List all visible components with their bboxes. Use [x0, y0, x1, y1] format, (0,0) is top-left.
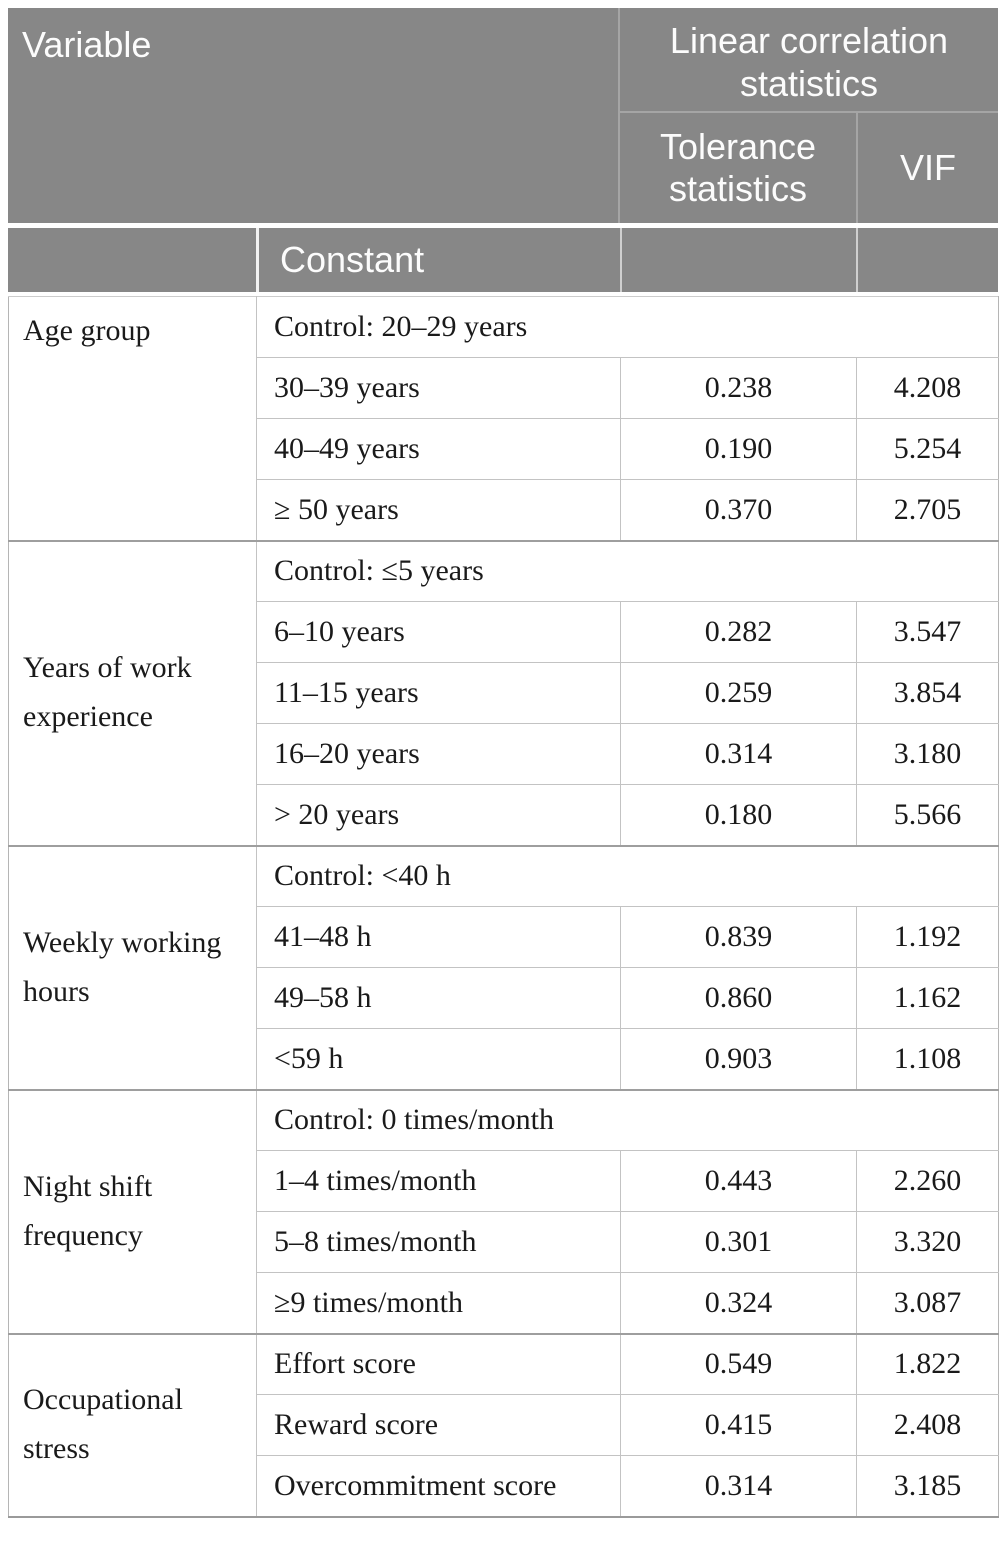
constant-label: Constant [256, 228, 620, 292]
section-label: Night shift frequency [8, 1088, 257, 1334]
tolerance-value: 0.282 [620, 601, 857, 663]
constant-tolerance-empty [620, 228, 856, 292]
vif-value: 1.108 [855, 1028, 999, 1090]
row-label: > 20 years [256, 784, 621, 846]
row-label: <59 h [256, 1028, 621, 1090]
table-row: <59 h 0.903 1.108 [9, 1028, 999, 1090]
table-row: 5–8 times/month 0.301 3.320 [9, 1211, 999, 1273]
tolerance-value: 0.324 [620, 1272, 857, 1334]
table-row: Reward score 0.415 2.408 [9, 1394, 999, 1456]
tolerance-value: 0.301 [620, 1211, 857, 1273]
vif-value: 1.192 [855, 906, 999, 968]
vif-value: 3.185 [855, 1455, 999, 1517]
table-row: 16–20 years 0.314 3.180 [9, 723, 999, 785]
table-row: ≥ 50 years 0.370 2.705 [9, 479, 999, 541]
tolerance-value: 0.860 [620, 967, 857, 1029]
vif-value: 4.208 [855, 357, 999, 419]
tolerance-value: 0.314 [620, 1455, 857, 1517]
row-label: 6–10 years [256, 601, 621, 663]
vif-value: 5.566 [855, 784, 999, 846]
table-row: 41–48 h 0.839 1.192 [9, 906, 999, 968]
table-row: Age group Control: 20–29 years [8, 296, 999, 541]
constant-row-spacer [8, 228, 256, 292]
vif-value: 3.087 [855, 1272, 999, 1334]
constant-row: Constant [8, 228, 998, 292]
section-label: Weekly working hours [8, 844, 257, 1090]
row-label: ≥ 50 years [256, 479, 621, 541]
table-row: 11–15 years 0.259 3.854 [9, 662, 999, 724]
row-label: ≥9 times/month [256, 1272, 621, 1334]
tolerance-value: 0.259 [620, 662, 857, 724]
vif-value: 3.547 [855, 601, 999, 663]
header-variable: Variable [8, 8, 620, 223]
control-label: Control: <40 h [256, 844, 999, 907]
constant-vif-empty [856, 228, 998, 292]
tolerance-value: 0.180 [620, 784, 857, 846]
table-row: ≥9 times/month 0.324 3.087 [9, 1272, 999, 1334]
table-row: 1–4 times/month 0.443 2.260 [9, 1150, 999, 1212]
table-row: 49–58 h 0.860 1.162 [9, 967, 999, 1029]
header-linear-correlation-statistics: Linear correlation statistics [620, 8, 998, 113]
section-label: Occupational stress [8, 1332, 257, 1517]
tolerance-value: 0.314 [620, 723, 857, 785]
row-label: 41–48 h [256, 906, 621, 968]
row-label: Overcommitment score [256, 1455, 621, 1517]
table-row: Weekly working hours Control: <40 h [8, 844, 999, 1090]
tolerance-value: 0.190 [620, 418, 857, 480]
table-row: Occupational stress Effort score 0.549 1.82… [8, 1332, 999, 1517]
tolerance-value: 0.549 [620, 1332, 857, 1395]
control-label: Control: 0 times/month [256, 1088, 999, 1151]
table-row: 6–10 years 0.282 3.547 [9, 601, 999, 663]
row-label: Reward score [256, 1394, 621, 1456]
row-label: 16–20 years [256, 723, 621, 785]
row-label: 11–15 years [256, 662, 621, 724]
tolerance-value: 0.903 [620, 1028, 857, 1090]
vif-value: 1.822 [855, 1332, 999, 1395]
data-table: Age group Control: 20–29 years 30–39 years… [8, 296, 1000, 1518]
statistics-table: Variable Linear correlation statistics T… [8, 8, 1000, 1518]
header-vif: VIF [856, 113, 998, 223]
section-label: Age group [8, 296, 257, 541]
table-row: Years of work experience Control: ≤5 year… [8, 539, 999, 846]
table-row: Overcommitment score 0.314 3.185 [9, 1455, 999, 1517]
table-header: Variable Linear correlation statistics T… [8, 8, 998, 223]
vif-value: 2.705 [855, 479, 999, 541]
header-tolerance-statistics: Tolerance statistics [659, 125, 817, 209]
vif-value: 3.320 [855, 1211, 999, 1273]
table-row: 30–39 years 0.238 4.208 [9, 357, 999, 419]
vif-value: 3.854 [855, 662, 999, 724]
tolerance-value: 0.839 [620, 906, 857, 968]
vif-value: 2.260 [855, 1150, 999, 1212]
row-label: 40–49 years [256, 418, 621, 480]
tolerance-value: 0.370 [620, 479, 857, 541]
control-label: Control: 20–29 years [274, 310, 528, 343]
row-label: 1–4 times/month [256, 1150, 621, 1212]
table-row: Night shift frequency Control: 0 times/mo… [8, 1088, 999, 1334]
tolerance-value: 0.443 [620, 1150, 857, 1212]
control-label: Control: ≤5 years [256, 539, 999, 602]
vif-value: 3.180 [855, 723, 999, 785]
tolerance-value: 0.415 [620, 1394, 857, 1456]
section-label: Years of work experience [8, 539, 257, 846]
vif-value: 2.408 [855, 1394, 999, 1456]
row-label: 49–58 h [256, 967, 621, 1029]
row-label: Effort score [256, 1332, 621, 1395]
vif-value: 5.254 [855, 418, 999, 480]
table-row: 40–49 years 0.190 5.254 [9, 418, 999, 480]
row-label: 30–39 years [256, 357, 621, 419]
tolerance-value: 0.238 [620, 357, 857, 419]
row-label: 5–8 times/month [256, 1211, 621, 1273]
table-row: > 20 years 0.180 5.566 [9, 784, 999, 846]
vif-value: 1.162 [855, 967, 999, 1029]
